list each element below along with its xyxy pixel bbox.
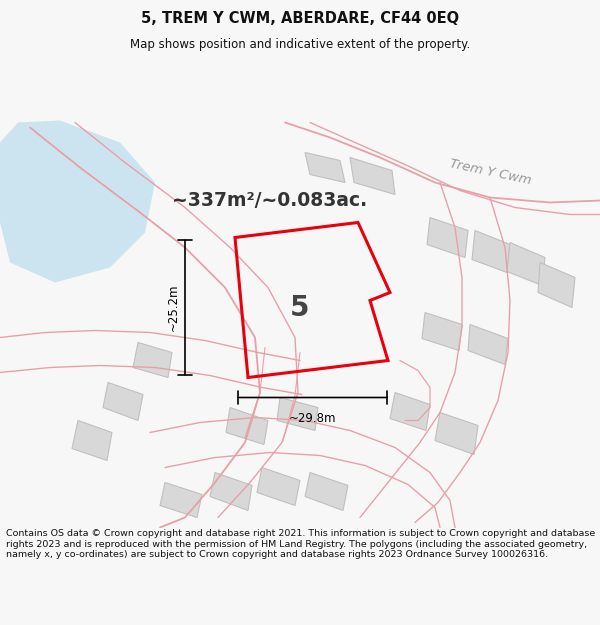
Text: ~29.8m: ~29.8m (289, 412, 336, 426)
Polygon shape (305, 472, 348, 511)
Polygon shape (507, 242, 545, 286)
Polygon shape (390, 392, 430, 431)
Text: ~25.2m: ~25.2m (167, 284, 179, 331)
Polygon shape (0, 121, 155, 282)
Polygon shape (133, 342, 172, 377)
Text: 5, TREM Y CWM, ABERDARE, CF44 0EQ: 5, TREM Y CWM, ABERDARE, CF44 0EQ (141, 11, 459, 26)
Text: 5: 5 (290, 294, 310, 321)
Polygon shape (160, 482, 202, 518)
Polygon shape (305, 152, 345, 182)
Polygon shape (427, 217, 468, 258)
Text: ~337m²/~0.083ac.: ~337m²/~0.083ac. (172, 191, 368, 210)
Polygon shape (277, 398, 318, 431)
Polygon shape (468, 324, 508, 364)
Polygon shape (103, 382, 143, 421)
Text: Map shows position and indicative extent of the property.: Map shows position and indicative extent… (130, 38, 470, 51)
Polygon shape (350, 158, 395, 194)
Polygon shape (472, 231, 510, 272)
Polygon shape (226, 408, 268, 444)
Polygon shape (538, 262, 575, 308)
Polygon shape (435, 412, 478, 454)
Text: Contains OS data © Crown copyright and database right 2021. This information is : Contains OS data © Crown copyright and d… (6, 529, 595, 559)
Polygon shape (257, 468, 300, 506)
Polygon shape (210, 472, 252, 511)
Polygon shape (72, 421, 112, 461)
Text: Trem Y Cwm: Trem Y Cwm (448, 158, 532, 188)
Polygon shape (422, 312, 462, 351)
